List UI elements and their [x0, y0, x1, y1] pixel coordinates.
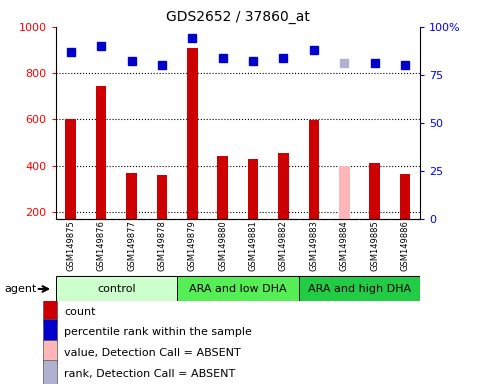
Text: GSM149876: GSM149876 — [97, 220, 106, 271]
Bar — [43, 340, 57, 363]
Text: rank, Detection Call = ABSENT: rank, Detection Call = ABSENT — [64, 369, 236, 379]
Bar — [43, 319, 57, 342]
Bar — [187, 48, 198, 219]
Text: GSM149885: GSM149885 — [370, 220, 379, 271]
Bar — [309, 120, 319, 219]
Title: GDS2652 / 37860_at: GDS2652 / 37860_at — [166, 10, 310, 25]
Bar — [56, 276, 177, 301]
Text: GSM149880: GSM149880 — [218, 220, 227, 271]
Bar — [126, 173, 137, 219]
Bar — [156, 175, 167, 219]
Bar — [43, 298, 57, 322]
Bar — [298, 276, 420, 301]
Text: GSM149886: GSM149886 — [400, 220, 410, 271]
Bar — [65, 119, 76, 219]
Bar — [177, 276, 298, 301]
Text: GSM149877: GSM149877 — [127, 220, 136, 271]
Text: GSM149884: GSM149884 — [340, 220, 349, 271]
Bar — [278, 153, 289, 219]
Text: agent: agent — [5, 284, 37, 294]
Bar — [96, 86, 106, 219]
Text: percentile rank within the sample: percentile rank within the sample — [64, 328, 252, 338]
Text: GSM149882: GSM149882 — [279, 220, 288, 271]
Text: ARA and high DHA: ARA and high DHA — [308, 284, 411, 294]
Text: control: control — [97, 284, 136, 294]
Bar — [339, 166, 350, 219]
Text: GSM149883: GSM149883 — [309, 220, 318, 271]
Text: count: count — [64, 307, 96, 317]
Text: GSM149875: GSM149875 — [66, 220, 75, 271]
Text: GSM149881: GSM149881 — [249, 220, 257, 271]
Text: value, Detection Call = ABSENT: value, Detection Call = ABSENT — [64, 348, 241, 358]
Text: GSM149878: GSM149878 — [157, 220, 167, 271]
Bar — [400, 174, 411, 219]
Bar — [369, 163, 380, 219]
Text: ARA and low DHA: ARA and low DHA — [189, 284, 287, 294]
Bar — [217, 156, 228, 219]
Text: GSM149879: GSM149879 — [188, 220, 197, 271]
Bar — [248, 159, 258, 219]
Bar — [43, 361, 57, 384]
